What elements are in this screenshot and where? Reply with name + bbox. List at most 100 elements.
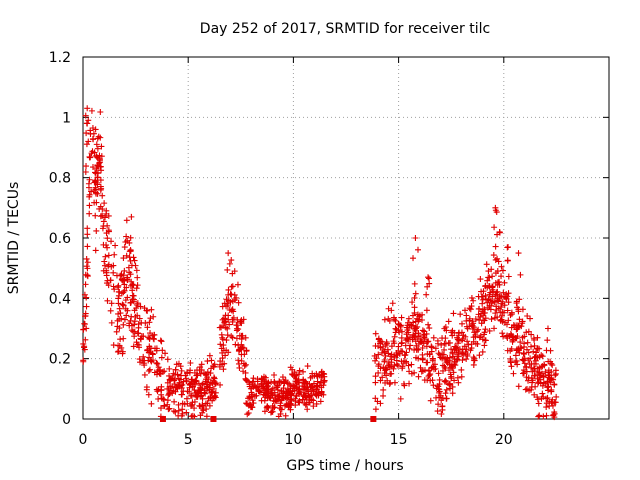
data-point: [188, 392, 195, 399]
data-point: [120, 272, 127, 279]
data-point: [238, 341, 245, 348]
data-point: [528, 331, 535, 338]
data-point: [121, 281, 128, 288]
data-point: [467, 347, 474, 354]
data-point: [87, 127, 94, 134]
data-point: [164, 397, 171, 404]
data-point: [543, 347, 550, 354]
data-point: [430, 382, 437, 389]
data-point: [126, 322, 133, 329]
data-point: [97, 177, 104, 184]
data-point: [507, 358, 514, 365]
data-point: [483, 261, 490, 268]
data-point: [145, 391, 152, 398]
data-point: [288, 397, 295, 404]
data-point: [81, 320, 88, 327]
data-point: [261, 408, 268, 415]
data-point: [439, 406, 446, 413]
data-point: [478, 320, 485, 327]
data-point: [210, 363, 217, 370]
data-point: [410, 319, 417, 326]
data-point: [430, 334, 437, 341]
y-tick-label: 1.2: [49, 50, 71, 66]
data-point: [470, 297, 477, 304]
data-point: [500, 289, 507, 296]
data-point: [400, 380, 407, 387]
data-point: [457, 311, 464, 318]
data-point: [381, 316, 388, 323]
data-point: [282, 412, 289, 419]
data-point: [121, 267, 128, 274]
data-point: [182, 372, 189, 379]
data-point: [507, 312, 514, 319]
data-point: [164, 379, 171, 386]
data-point: [291, 369, 298, 376]
x-tick-labels: 0 5 10 15 20: [79, 432, 513, 448]
data-point: [509, 337, 516, 344]
data-point: [105, 212, 112, 219]
data-point: [318, 374, 325, 381]
data-point: [479, 300, 486, 307]
data-point: [496, 278, 503, 285]
y-tick-label: 0: [62, 412, 71, 428]
data-point: [517, 339, 524, 346]
data-point: [505, 317, 512, 324]
data-point: [524, 312, 531, 319]
data-point: [494, 295, 501, 302]
data-point: [82, 336, 89, 343]
data-point: [419, 344, 426, 351]
data-point: [81, 291, 88, 298]
data-point: [166, 390, 173, 397]
data-point: [144, 324, 151, 331]
data-point: [404, 335, 411, 342]
data-point: [372, 379, 379, 386]
data-point: [120, 255, 127, 262]
data-point: [228, 257, 235, 264]
data-point: [268, 389, 275, 396]
data-point: [172, 366, 179, 373]
data-point: [103, 242, 110, 249]
data-point: [276, 378, 283, 385]
data-point: [397, 395, 404, 402]
data-point: [508, 363, 515, 370]
y-tick-label: 0.2: [49, 352, 71, 368]
data-point: [489, 273, 496, 280]
data-point: [553, 393, 560, 400]
data-point: [286, 381, 293, 388]
data-point: [491, 325, 498, 332]
data-point: [103, 269, 110, 276]
data-point: [128, 299, 135, 306]
data-point: [93, 153, 100, 160]
data-point: [453, 357, 460, 364]
data-point: [88, 150, 95, 157]
data-point: [452, 362, 459, 369]
data-point: [531, 365, 538, 372]
data-point: [449, 327, 456, 334]
data-point: [187, 359, 194, 366]
data-point: [486, 291, 493, 298]
data-point: [275, 413, 282, 420]
data-point: [375, 351, 382, 358]
data-point: [390, 314, 397, 321]
data-point: [443, 327, 450, 334]
data-point: [89, 164, 96, 171]
data-point: [114, 284, 121, 291]
data-point: [406, 345, 413, 352]
data-point: [295, 371, 302, 378]
data-point: [541, 362, 548, 369]
data-point: [113, 328, 120, 335]
data-point: [184, 388, 191, 395]
data-point: [80, 357, 87, 364]
data-point: [462, 333, 469, 340]
data-point: [271, 391, 278, 398]
data-point: [157, 367, 164, 374]
data-point: [540, 413, 547, 420]
data-point: [468, 341, 475, 348]
data-point: [141, 371, 148, 378]
data-point: [243, 347, 250, 354]
data-point: [231, 268, 238, 275]
data-point: [137, 336, 144, 343]
data-point: [286, 388, 293, 395]
data-point: [458, 373, 465, 380]
data-point: [179, 410, 186, 417]
